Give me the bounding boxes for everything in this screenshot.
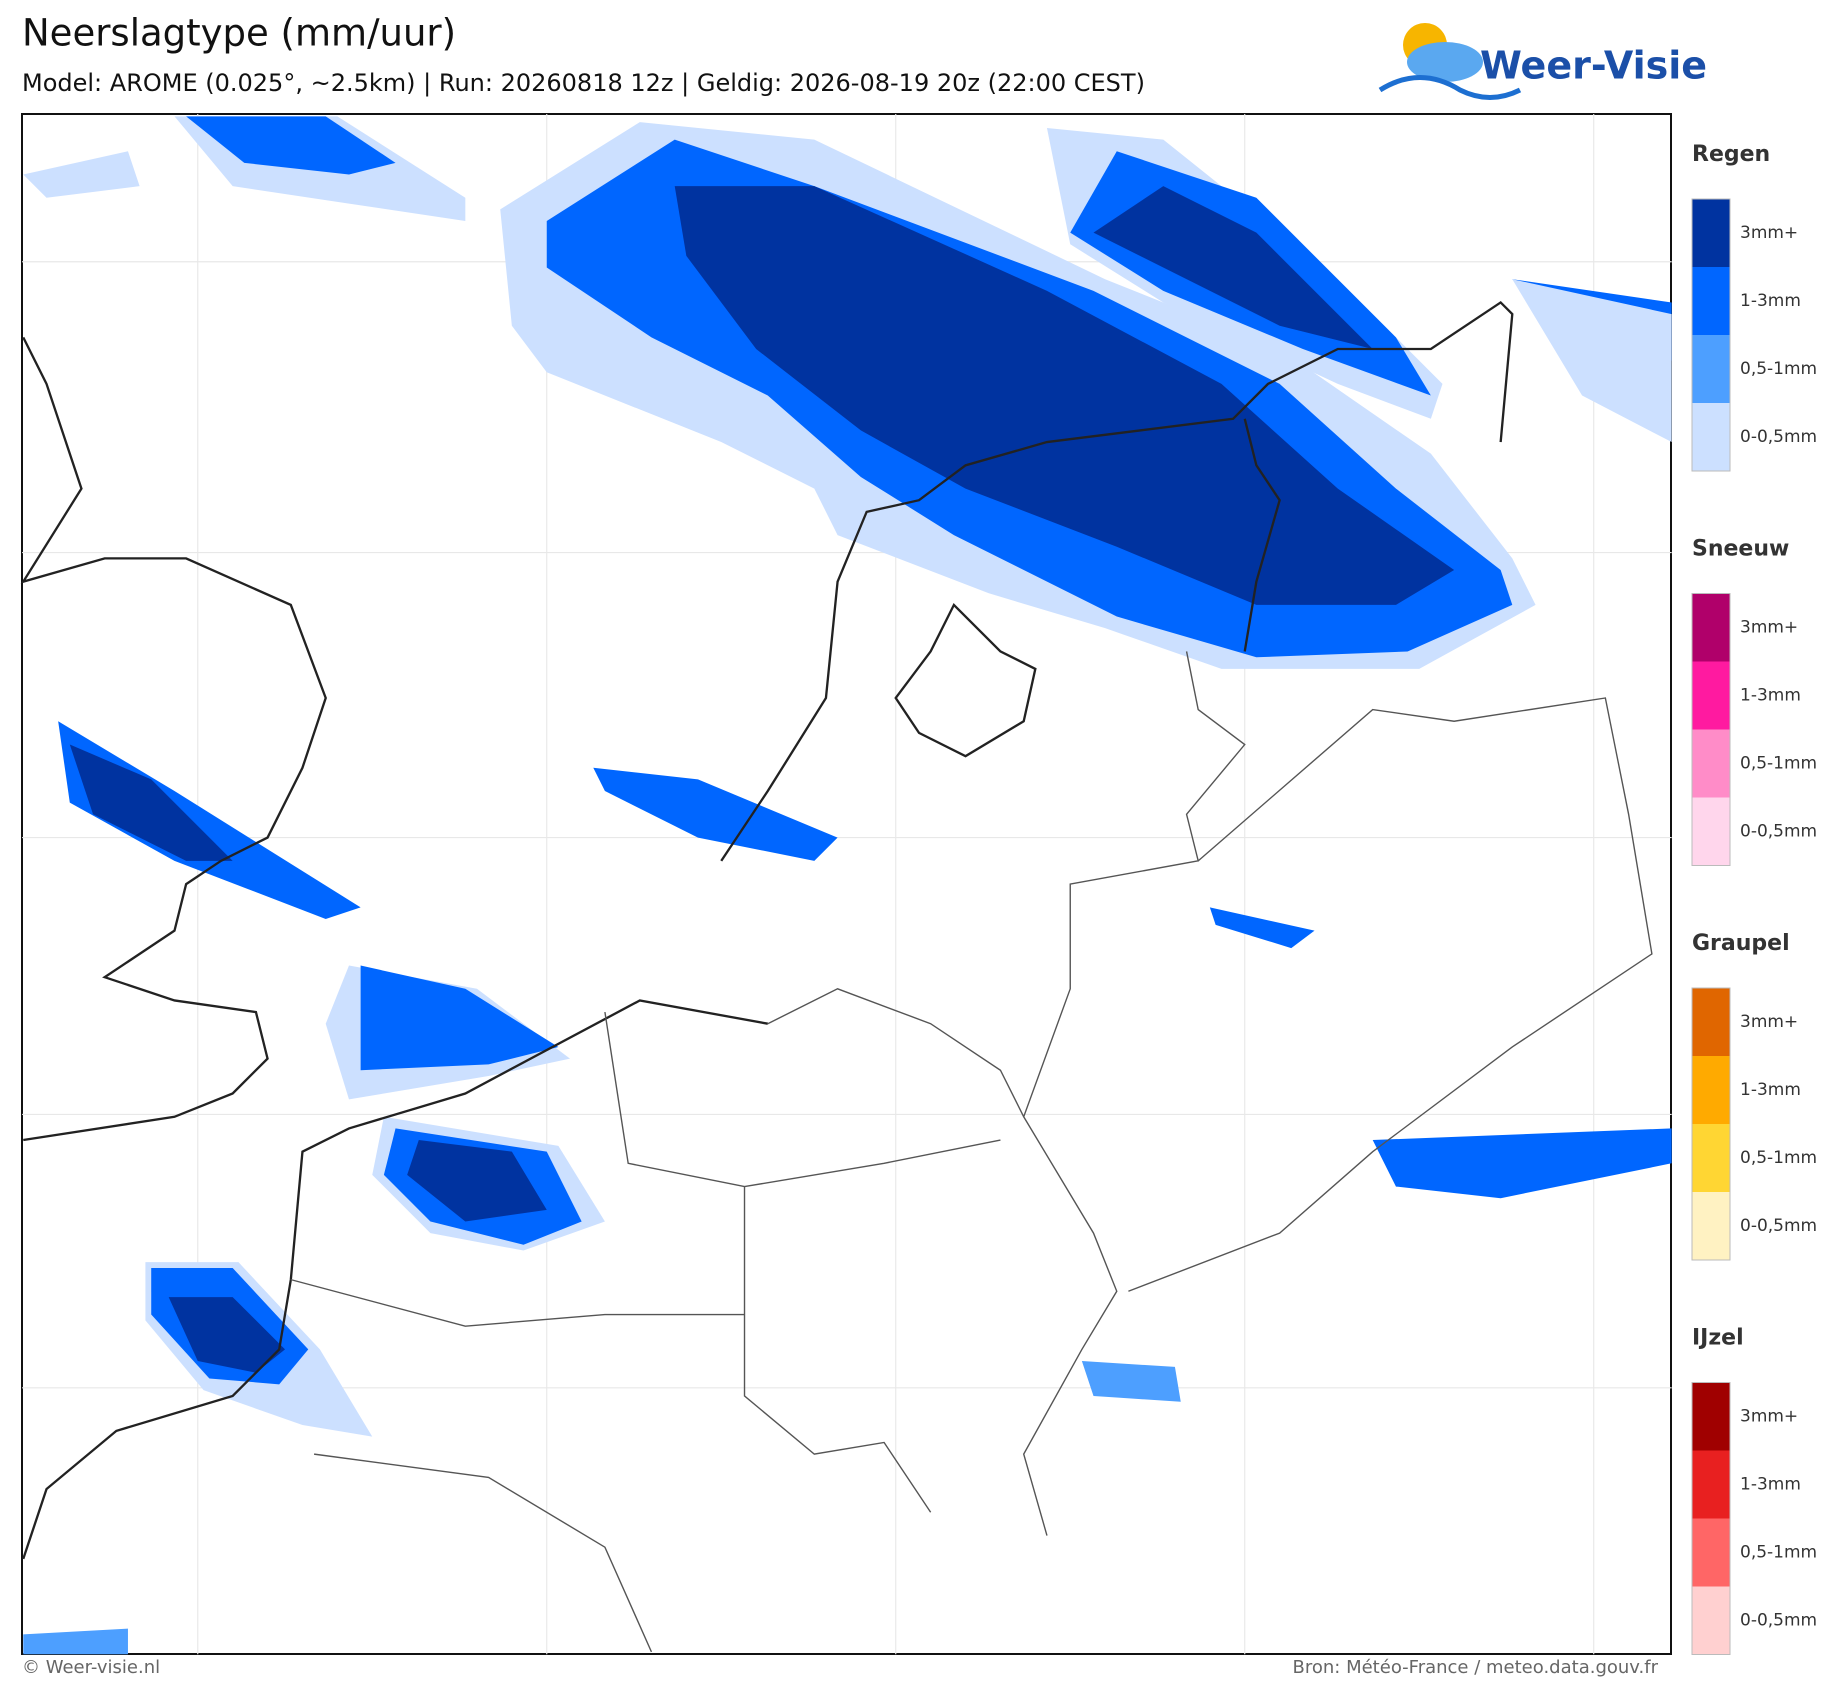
legend-frame — [1691, 987, 1731, 1261]
legend-label: 3mm+ — [1740, 1407, 1798, 1427]
legend-label: 0-0,5mm — [1740, 1611, 1817, 1631]
legend-label: 0,5-1mm — [1740, 359, 1817, 379]
legend-label: 1-3mm — [1740, 1475, 1801, 1495]
legend-swatch — [1692, 335, 1730, 403]
legend-title: Regen — [1692, 142, 1770, 167]
subtitle: Model: AROME (0.025°, ~2.5km) | Run: 202… — [22, 69, 1145, 97]
legend-label: 1-3mm — [1740, 1080, 1801, 1100]
legend-swatch — [1692, 1586, 1730, 1655]
legend-title: IJzel — [1692, 1326, 1744, 1351]
legend-label: 3mm+ — [1740, 618, 1798, 638]
legend-frame — [1691, 198, 1731, 472]
precipitation — [23, 116, 1672, 1655]
legend-label: 0,5-1mm — [1740, 754, 1817, 774]
title: Neerslagtype (mm/uur) — [22, 12, 456, 55]
legend-label: 3mm+ — [1740, 1012, 1798, 1032]
legend-swatch — [1692, 1518, 1730, 1587]
legend-swatch — [1692, 1124, 1730, 1192]
legend-swatch — [1692, 1382, 1730, 1451]
legend-swatch — [1692, 1450, 1730, 1519]
logo-text: Weer-Visie — [1480, 44, 1707, 88]
legend-label: 0-0,5mm — [1740, 1216, 1817, 1236]
footer-right: Bron: Météo-France / meteo.data.gouv.fr — [1293, 1657, 1659, 1678]
legend-label: 0-0,5mm — [1740, 822, 1817, 842]
legend-title: Graupel — [1692, 931, 1790, 956]
legend-swatch — [1692, 593, 1730, 662]
legend-swatch — [1692, 988, 1730, 1056]
legend-label: 1-3mm — [1740, 291, 1801, 311]
legend-swatch — [1692, 267, 1730, 335]
legend-label: 0-0,5mm — [1740, 427, 1817, 447]
legend-label: 0,5-1mm — [1740, 1543, 1817, 1563]
legend-swatch — [1692, 1056, 1730, 1124]
legend-swatch — [1692, 797, 1730, 866]
legend: Regen 3mm+ 1-3mm 0,5-1mm 0-0,5mm Sneeuw 3mm+ 1-… — [1691, 142, 1817, 1655]
legend-label: 3mm+ — [1740, 223, 1798, 243]
legend-frame — [1691, 1382, 1731, 1655]
legend-label: 0,5-1mm — [1740, 1148, 1817, 1168]
legend-swatch — [1692, 199, 1730, 267]
footer-left: © Weer-visie.nl — [22, 1657, 160, 1678]
map — [20, 113, 1672, 1655]
legend-title: Sneeuw — [1692, 537, 1789, 562]
legend-swatch — [1692, 403, 1730, 471]
logo: Weer-Visie — [1378, 23, 1707, 100]
legend-swatch — [1692, 729, 1730, 798]
legend-label: 1-3mm — [1740, 686, 1801, 706]
legend-swatch — [1692, 661, 1730, 730]
legend-frame — [1691, 593, 1731, 866]
legend-swatch — [1692, 1192, 1730, 1260]
